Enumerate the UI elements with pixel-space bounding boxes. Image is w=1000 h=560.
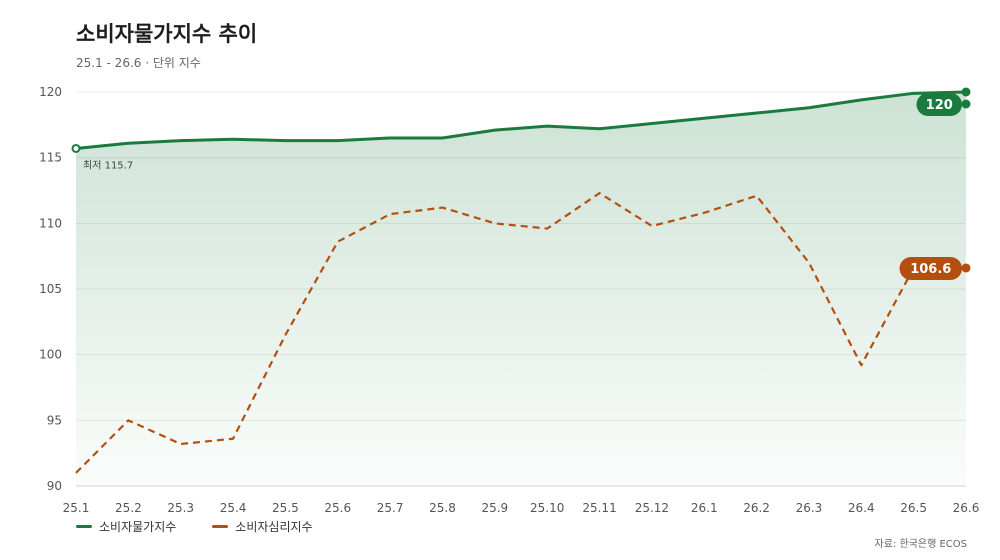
x-tick-label: 25.5 <box>272 501 299 515</box>
chart-subtitle: 25.1 - 26.6 · 단위 지수 <box>76 56 201 70</box>
csi-end-label: 106.6 <box>910 262 951 277</box>
x-tick-label: 25.6 <box>324 501 351 515</box>
x-tick-label: 26.6 <box>953 501 980 515</box>
source-note: 자료: 한국은행 ECOS <box>874 539 967 550</box>
y-tick-label: 115 <box>39 151 62 165</box>
y-tick-label: 105 <box>39 282 62 296</box>
y-tick-label: 110 <box>39 216 62 230</box>
cpi-min-point <box>71 143 81 153</box>
csi-end-badge <box>899 256 962 280</box>
cpi-end-label: 120 <box>926 98 953 113</box>
chart-title: 소비자물가지수 추이 <box>76 22 258 46</box>
legend-swatch-csi <box>212 525 229 528</box>
y-tick-label: 90 <box>47 479 62 493</box>
legend-label-csi: 소비자심리지수 <box>235 520 313 534</box>
y-tick-label: 100 <box>39 348 62 362</box>
x-tick-label: 26.3 <box>796 501 823 515</box>
x-tick-label: 25.4 <box>220 501 247 515</box>
legend-swatch-cpi <box>76 525 92 528</box>
cpi-last-point <box>961 87 971 97</box>
cpi-area <box>76 92 966 486</box>
x-tick-label: 26.4 <box>848 501 875 515</box>
x-tick-label: 26.5 <box>900 501 927 515</box>
x-tick-label: 25.8 <box>429 501 456 515</box>
x-tick-label: 26.2 <box>743 501 770 515</box>
x-tick-label: 25.11 <box>582 501 616 515</box>
csi-end-point <box>961 263 971 273</box>
legend-item-cpi: 소비자물가지수 <box>76 518 176 535</box>
legend-label-cpi: 소비자물가지수 <box>99 520 177 534</box>
x-tick-label: 25.7 <box>377 501 404 515</box>
x-tick-label: 25.1 <box>63 501 90 515</box>
legend-item-csi: 소비자심리지수 <box>212 518 313 535</box>
y-tick-label: 120 <box>39 85 62 99</box>
cpi-line <box>74 90 968 150</box>
x-tick-label: 25.2 <box>115 501 142 515</box>
csi-line <box>75 192 966 474</box>
x-tick-label: 25.10 <box>530 501 564 515</box>
cpi-min-label: 최저 115.7 <box>83 159 133 171</box>
x-tick-label: 25.12 <box>635 501 669 515</box>
x-tick-label: 25.9 <box>481 501 508 515</box>
cpi-end-badge <box>916 93 962 116</box>
cpi-end-point <box>961 99 971 109</box>
y-tick-label: 95 <box>47 413 62 427</box>
legend: 소비자물가지수 소비자심리지수 <box>76 518 313 535</box>
x-tick-label: 26.1 <box>691 501 718 515</box>
x-tick-label: 25.3 <box>167 501 194 515</box>
